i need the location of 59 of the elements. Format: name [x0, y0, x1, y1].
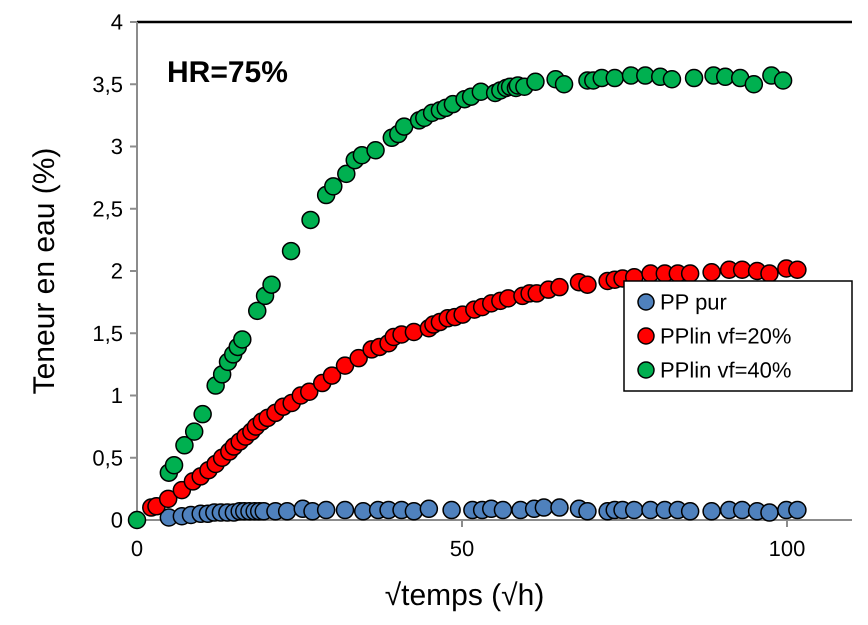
point — [164, 456, 184, 474]
point — [442, 500, 461, 520]
point — [684, 68, 704, 88]
point — [248, 302, 266, 320]
point — [702, 502, 721, 521]
point — [744, 75, 764, 94]
point — [394, 117, 414, 136]
x-tick-label: 0 — [130, 536, 144, 561]
point — [301, 210, 320, 230]
point — [324, 177, 343, 196]
point — [534, 498, 554, 517]
point — [184, 422, 204, 441]
point — [494, 500, 512, 520]
point — [550, 498, 569, 517]
y-tick-label: 4 — [110, 10, 123, 35]
y-tick-label: 3,5 — [92, 72, 123, 97]
point — [526, 72, 545, 91]
point — [354, 502, 372, 521]
point — [193, 404, 212, 424]
point — [175, 436, 194, 455]
point — [404, 502, 424, 521]
x-axis-title: √temps (√h) — [384, 579, 544, 612]
point — [578, 502, 597, 521]
point — [316, 500, 336, 520]
point — [788, 500, 807, 520]
point — [636, 66, 655, 85]
point — [233, 330, 252, 349]
point — [680, 502, 700, 521]
y-tick-label: 2 — [110, 258, 123, 284]
point — [278, 502, 296, 521]
y-tick-label: 2,5 — [92, 196, 123, 222]
x-tick-label: 50 — [450, 536, 474, 561]
point — [730, 68, 750, 88]
legend-label: PP pur — [660, 290, 727, 315]
point — [732, 500, 752, 520]
point — [366, 141, 385, 160]
x-tick-label: 100 — [768, 536, 806, 561]
y-tick-label: 0 — [110, 508, 123, 533]
point — [716, 68, 734, 86]
point — [282, 242, 300, 260]
y-tick-label: 3 — [110, 134, 123, 160]
annotation: HR=75% — [167, 56, 288, 89]
point — [625, 500, 644, 520]
point — [662, 70, 682, 89]
y-tick-label: 0,5 — [92, 445, 123, 470]
legend-label: PPlin vf=40% — [660, 358, 792, 383]
point — [420, 500, 438, 518]
point — [760, 503, 779, 522]
point — [262, 275, 281, 294]
y-tick-label: 1 — [110, 383, 123, 408]
point — [774, 71, 792, 90]
point — [336, 500, 354, 520]
point — [554, 75, 574, 94]
y-axis-title: Teneur en eau (%) — [28, 148, 61, 394]
point — [606, 68, 624, 88]
y-tick-label: 1,5 — [92, 320, 123, 346]
point — [337, 164, 356, 184]
legend-label: PPlin vf=20% — [660, 324, 792, 349]
point — [128, 510, 146, 530]
